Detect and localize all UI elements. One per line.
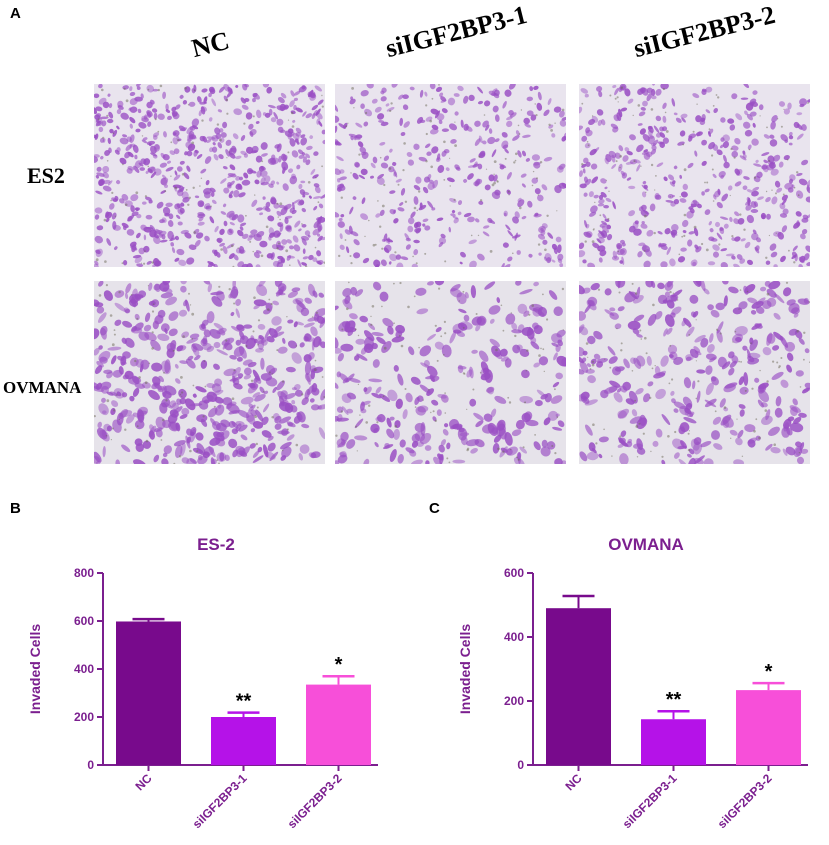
panel-letter-b: B xyxy=(10,500,21,517)
y-tick-label: 200 xyxy=(504,694,524,708)
chart-title: OVMANA xyxy=(608,535,684,554)
y-axis-label: Invaded Cells xyxy=(27,624,43,714)
chart-title: ES-2 xyxy=(197,535,235,554)
bar-siigf2bp3-2 xyxy=(306,684,371,765)
bar-nc xyxy=(116,621,181,765)
y-tick-label: 200 xyxy=(74,710,94,724)
bar-siigf2bp3-2 xyxy=(736,690,801,765)
x-tick-label-siigf2bp3-2: siIGF2BP3-2 xyxy=(285,771,345,831)
panel-letter-a: A xyxy=(10,5,21,22)
column-label-nc: NC xyxy=(188,25,233,64)
significance-siigf2bp3-2: * xyxy=(335,654,343,676)
x-tick-label-siigf2bp3-1: siIGF2BP3-1 xyxy=(190,771,250,831)
column-label-siigf2bp3-1: siIGF2BP3-1 xyxy=(382,0,530,64)
y-tick-label: 400 xyxy=(504,630,524,644)
significance-siigf2bp3-1: ** xyxy=(236,691,252,713)
x-tick-label-siigf2bp3-1: siIGF2BP3-1 xyxy=(620,771,680,831)
micrograph-es2-siigf2bp3-2 xyxy=(579,84,810,267)
y-tick-label: 0 xyxy=(87,758,94,772)
y-tick-label: 600 xyxy=(504,566,524,580)
significance-siigf2bp3-2: * xyxy=(765,661,773,683)
chart-es2-invaded-cells: ES-2 Invaded Cells 0 200 400 600 800 NC ** siIGF2… xyxy=(27,535,378,831)
row-label-ovmana: OVMANA xyxy=(3,378,82,397)
bar-siigf2bp3-1 xyxy=(211,717,276,765)
y-axis-label: Invaded Cells xyxy=(457,624,473,714)
bar-siigf2bp3-1 xyxy=(641,719,706,765)
y-tick-label: 600 xyxy=(74,614,94,628)
row-label-es2: ES2 xyxy=(27,163,65,188)
micrograph-ovmana-siigf2bp3-2 xyxy=(579,281,810,464)
bar-nc xyxy=(546,608,611,765)
y-tick-label: 800 xyxy=(74,566,94,580)
x-tick-label-nc: NC xyxy=(132,771,154,793)
column-label-siigf2bp3-2: siIGF2BP3-2 xyxy=(630,0,778,64)
y-tick-label: 0 xyxy=(517,758,524,772)
micrograph-ovmana-nc xyxy=(94,281,325,464)
y-tick-label: 400 xyxy=(74,662,94,676)
x-tick-label-nc: NC xyxy=(562,771,584,793)
micrograph-es2-siigf2bp3-1 xyxy=(335,84,566,267)
panel-letter-c: C xyxy=(429,500,440,517)
x-tick-label-siigf2bp3-2: siIGF2BP3-2 xyxy=(715,771,775,831)
micrograph-es2-nc xyxy=(94,84,325,267)
chart-ovmana-invaded-cells: OVMANA Invaded Cells 0 200 400 600 NC ** siIGF2B… xyxy=(457,535,808,831)
significance-siigf2bp3-1: ** xyxy=(666,689,682,711)
micrograph-ovmana-siigf2bp3-1 xyxy=(335,281,566,464)
